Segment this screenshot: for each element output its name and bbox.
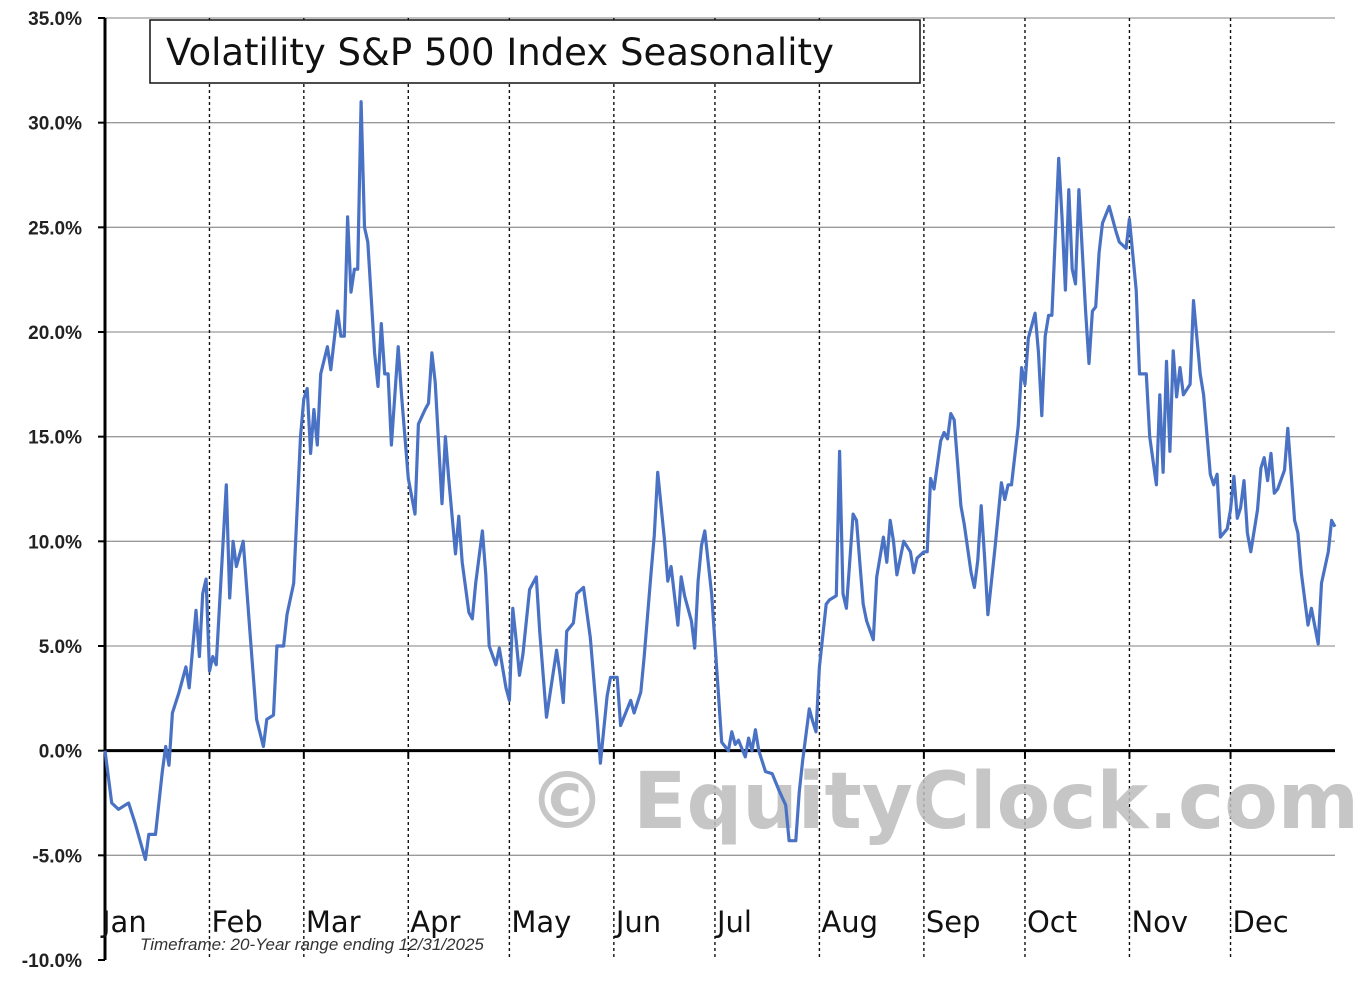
y-tick-label: 20.0% <box>28 323 82 344</box>
month-dividers <box>208 18 1232 960</box>
y-tick-label: 5.0% <box>39 637 82 658</box>
month-labels: Jan Feb Mar Apr May Jun Jul Aug Sep Oct Nov Dec <box>100 905 1289 939</box>
series-line <box>103 100 1337 862</box>
y-tick-label: 15.0% <box>28 428 82 449</box>
timeframe-note: Timeframe: 20-Year range ending 12/31/20… <box>140 935 484 954</box>
month-label: Dec <box>1233 905 1289 939</box>
y-tick-labels: -10.0% -5.0% 0.0% 5.0% 10.0% 15.0% 20.0% 25.0% 3… <box>22 9 82 972</box>
axes <box>98 17 1335 961</box>
month-label: Jan <box>100 905 147 939</box>
month-label: Oct <box>1027 905 1077 939</box>
month-label: Aug <box>821 905 878 939</box>
y-tick-label: 0.0% <box>39 742 82 763</box>
y-tick-label: -5.0% <box>32 846 82 867</box>
month-label: Nov <box>1131 905 1188 939</box>
month-label: Jun <box>614 905 661 939</box>
y-tick-label: 30.0% <box>28 114 82 135</box>
month-label: Mar <box>306 905 361 939</box>
month-label: Jul <box>715 905 752 939</box>
month-label: Sep <box>926 905 981 939</box>
month-label: Apr <box>410 905 460 939</box>
y-tick-label: 35.0% <box>28 9 82 30</box>
watermark: © EquityClock.com <box>528 757 1358 847</box>
month-label: Feb <box>211 905 262 939</box>
month-label: May <box>511 905 571 939</box>
title-box <box>149 19 921 84</box>
chart-title: Volatility S&P 500 Index Seasonality <box>166 31 834 74</box>
y-tick-label: -10.0% <box>22 951 82 972</box>
y-tick-label: 25.0% <box>28 218 82 239</box>
y-tick-label: 10.0% <box>28 532 82 553</box>
